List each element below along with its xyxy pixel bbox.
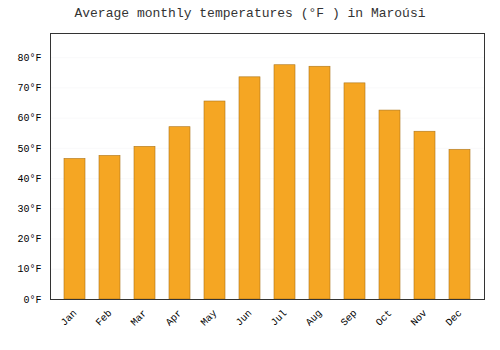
svg-text:Dec: Dec bbox=[444, 308, 465, 329]
svg-text:80°F: 80°F bbox=[17, 53, 41, 64]
svg-text:Oct: Oct bbox=[374, 308, 395, 329]
svg-text:70°F: 70°F bbox=[17, 83, 41, 94]
svg-text:10°F: 10°F bbox=[17, 264, 41, 275]
svg-text:Jan: Jan bbox=[59, 308, 80, 329]
svg-text:Jul: Jul bbox=[269, 308, 290, 329]
svg-text:Jun: Jun bbox=[234, 308, 255, 329]
svg-text:Feb: Feb bbox=[94, 308, 115, 329]
svg-text:0°F: 0°F bbox=[23, 295, 41, 306]
svg-text:Nov: Nov bbox=[409, 308, 430, 329]
svg-text:40°F: 40°F bbox=[17, 174, 41, 185]
svg-text:50°F: 50°F bbox=[17, 144, 41, 155]
svg-text:Apr: Apr bbox=[164, 308, 185, 329]
svg-text:Aug: Aug bbox=[304, 308, 325, 329]
svg-text:30°F: 30°F bbox=[17, 204, 41, 215]
svg-text:Mar: Mar bbox=[129, 308, 150, 329]
svg-text:Sep: Sep bbox=[339, 308, 360, 329]
html-text:Average monthly temperatures (: Average monthly temperatures (°F ) in Ma… bbox=[74, 6, 426, 21]
svg-text:May: May bbox=[199, 308, 220, 329]
svg-text:20°F: 20°F bbox=[17, 234, 41, 245]
svg-text:60°F: 60°F bbox=[17, 113, 41, 124]
